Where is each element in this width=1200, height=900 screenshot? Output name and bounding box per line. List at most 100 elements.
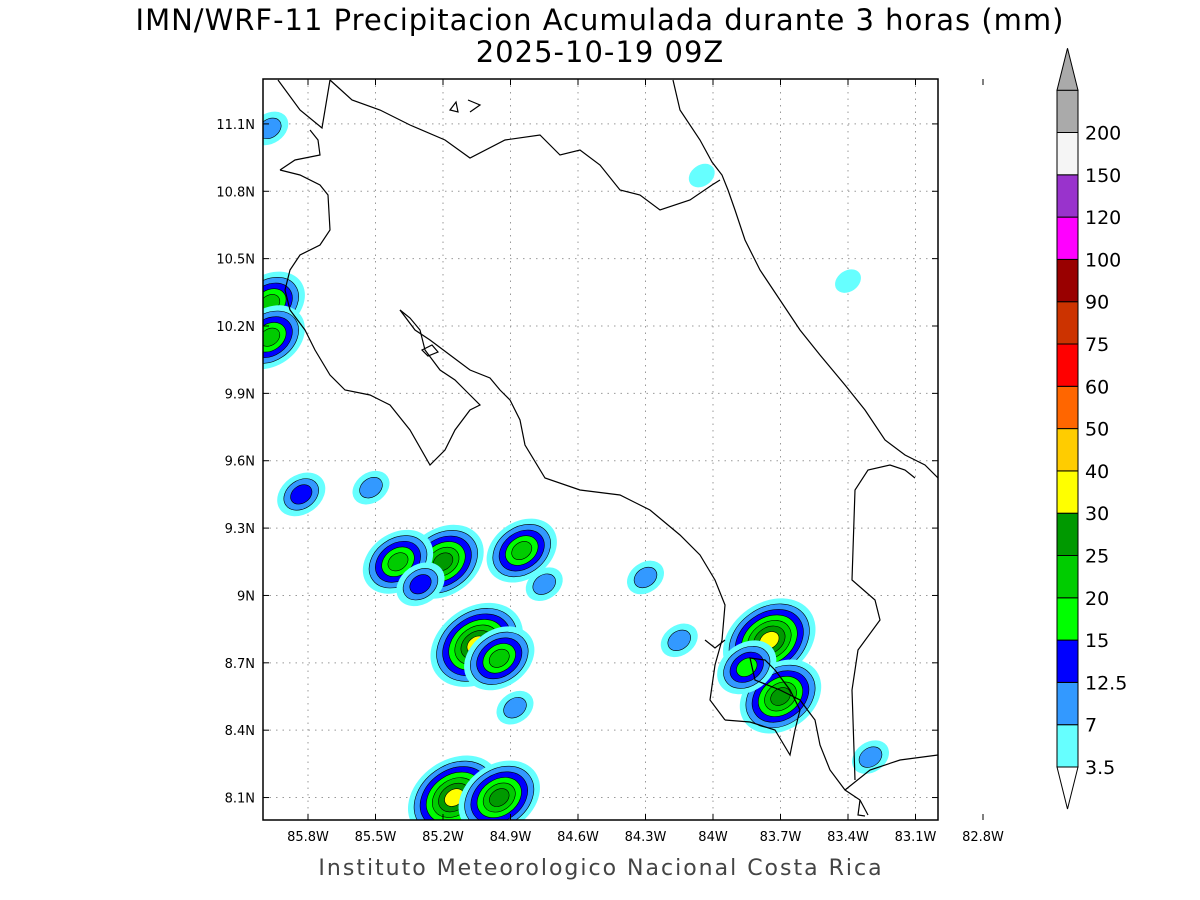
lake-shore-north bbox=[467, 99, 482, 113]
colorbar-over-triangle bbox=[1056, 48, 1079, 91]
lon-tick-label: 83.1W bbox=[895, 830, 937, 845]
colorbar-label: 100 bbox=[1085, 249, 1121, 271]
nicoya-gulf-shore bbox=[399, 309, 726, 721]
map-subtitle-datetime: 2025-10-19 09Z bbox=[475, 35, 725, 69]
colorbar-label: 30 bbox=[1085, 503, 1109, 525]
longitude-axis-ticks: 85.8W 85.5W 85.2W 84.9W 84.6W 84.3W 84W 83.7W 83… bbox=[287, 79, 1004, 845]
colorbar-swatch bbox=[1056, 470, 1079, 514]
coast-south bbox=[844, 754, 938, 791]
colorbar-swatch bbox=[1056, 343, 1079, 387]
caribbean-coast bbox=[672, 79, 938, 479]
pacific-coast-north bbox=[279, 129, 321, 171]
precip-cell bbox=[496, 690, 534, 725]
lat-tick-label: 9N bbox=[237, 589, 255, 604]
colorbar-swatch bbox=[1056, 512, 1079, 557]
colorbar-swatch bbox=[1056, 301, 1079, 345]
colorbar-label: 7 bbox=[1085, 715, 1097, 737]
latitude-axis-ticks: 11.1N 10.8N 10.5N 10.2N 9.9N 9.6N 9.3N 9N 8.7N 8.… bbox=[216, 118, 938, 807]
island-nicaragua bbox=[448, 100, 459, 113]
lake-nicaragua-shore bbox=[277, 79, 331, 130]
precip-level bbox=[633, 566, 658, 589]
precip-level bbox=[263, 327, 281, 347]
lat-tick-label: 8.4N bbox=[225, 724, 255, 739]
precip-cell bbox=[277, 472, 326, 517]
precip-level bbox=[409, 574, 432, 595]
precip-cell bbox=[458, 760, 540, 820]
colorbar-swatch bbox=[1056, 258, 1079, 303]
precip-cell bbox=[626, 560, 665, 595]
precip-level bbox=[736, 657, 758, 677]
lat-tick-label: 9.6N bbox=[225, 455, 255, 470]
peninsula-burica bbox=[857, 799, 866, 817]
colorbar-label: 90 bbox=[1085, 292, 1109, 314]
colorbar-label: 15 bbox=[1085, 630, 1109, 652]
colorbar-swatch bbox=[1056, 216, 1079, 260]
lon-tick-label: 84.3W bbox=[625, 830, 667, 845]
lon-tick-label: 85.5W bbox=[355, 830, 397, 845]
precip-cell bbox=[396, 562, 445, 607]
precip-level bbox=[835, 269, 861, 293]
precip-cell bbox=[486, 518, 557, 583]
colorbar-swatch bbox=[1056, 724, 1079, 768]
lon-tick-label: 83.7W bbox=[760, 830, 802, 845]
precip-cell bbox=[352, 470, 390, 505]
colorbar-swatch bbox=[1056, 639, 1079, 683]
colorbar-label: 12.5 bbox=[1085, 672, 1127, 694]
colorbar-label: 150 bbox=[1085, 165, 1121, 187]
precip-cell bbox=[263, 305, 305, 370]
pacific-coast-guanacaste bbox=[279, 169, 482, 466]
precip-level bbox=[667, 629, 691, 652]
colorbar-label: 120 bbox=[1085, 207, 1121, 229]
nicaragua-border bbox=[329, 79, 721, 211]
precip-cell bbox=[688, 163, 715, 188]
colorbar-label: 200 bbox=[1085, 123, 1121, 145]
precipitation-shading bbox=[263, 111, 890, 820]
precip-level bbox=[503, 697, 527, 719]
precip-level bbox=[290, 484, 313, 505]
precip-level bbox=[489, 788, 510, 807]
precip-cell bbox=[660, 623, 698, 658]
lat-tick-label: 9.9N bbox=[225, 387, 255, 402]
coastline-borders bbox=[277, 79, 938, 817]
colorbar-swatch bbox=[1056, 555, 1079, 599]
precip-cell bbox=[851, 740, 890, 774]
lon-tick-label: 85.2W bbox=[422, 830, 464, 845]
precip-level bbox=[770, 687, 791, 706]
precip-level bbox=[688, 163, 715, 188]
golfo-dulce-shore bbox=[724, 657, 869, 816]
island-chira bbox=[420, 344, 440, 357]
precip-cell bbox=[263, 111, 289, 146]
lon-tick-label: 84.9W bbox=[490, 830, 532, 845]
map-background bbox=[263, 79, 938, 820]
colorbar-legend: 3.5 7 12.5 15 20 25 30 40 50 60 75 90 100 120 150 200 bbox=[1056, 48, 1127, 810]
lon-tick-label: 84.6W bbox=[557, 830, 599, 845]
precip-level bbox=[359, 477, 383, 499]
colorbar-label: 40 bbox=[1085, 461, 1109, 483]
precip-level bbox=[511, 541, 533, 560]
colorbar-swatch bbox=[1056, 89, 1079, 133]
precip-cell bbox=[717, 640, 777, 695]
colorbar-swatch bbox=[1056, 597, 1079, 641]
map-frame bbox=[262, 78, 939, 821]
bocas-shore bbox=[704, 639, 726, 649]
colorbar-label: 50 bbox=[1085, 419, 1109, 441]
lon-tick-label: 82.8W bbox=[962, 830, 1004, 845]
precip-level bbox=[263, 117, 282, 140]
lon-tick-label: 84W bbox=[698, 830, 728, 845]
colorbar-swatch bbox=[1056, 681, 1079, 726]
colorbar-label: 75 bbox=[1085, 334, 1109, 356]
lat-tick-label: 8.1N bbox=[225, 792, 255, 807]
footer-credit: Instituto Meteorologico Nacional Costa R… bbox=[318, 856, 884, 881]
colorbar-label: 3.5 bbox=[1085, 757, 1115, 779]
lat-tick-label: 11.1N bbox=[216, 118, 255, 133]
precip-cell bbox=[525, 567, 563, 602]
colorbar-swatch bbox=[1056, 385, 1079, 430]
colorbar-swatch bbox=[1056, 132, 1079, 176]
lon-tick-label: 85.8W bbox=[287, 830, 329, 845]
lat-tick-label: 10.8N bbox=[216, 185, 255, 200]
colorbar-swatch bbox=[1056, 428, 1079, 472]
map-title: IMN/WRF-11 Precipitacion Acumulada duran… bbox=[135, 3, 1065, 37]
colorbar-under-triangle bbox=[1056, 766, 1079, 810]
lat-tick-label: 10.5N bbox=[216, 253, 255, 268]
colorbar-label: 20 bbox=[1085, 588, 1109, 610]
